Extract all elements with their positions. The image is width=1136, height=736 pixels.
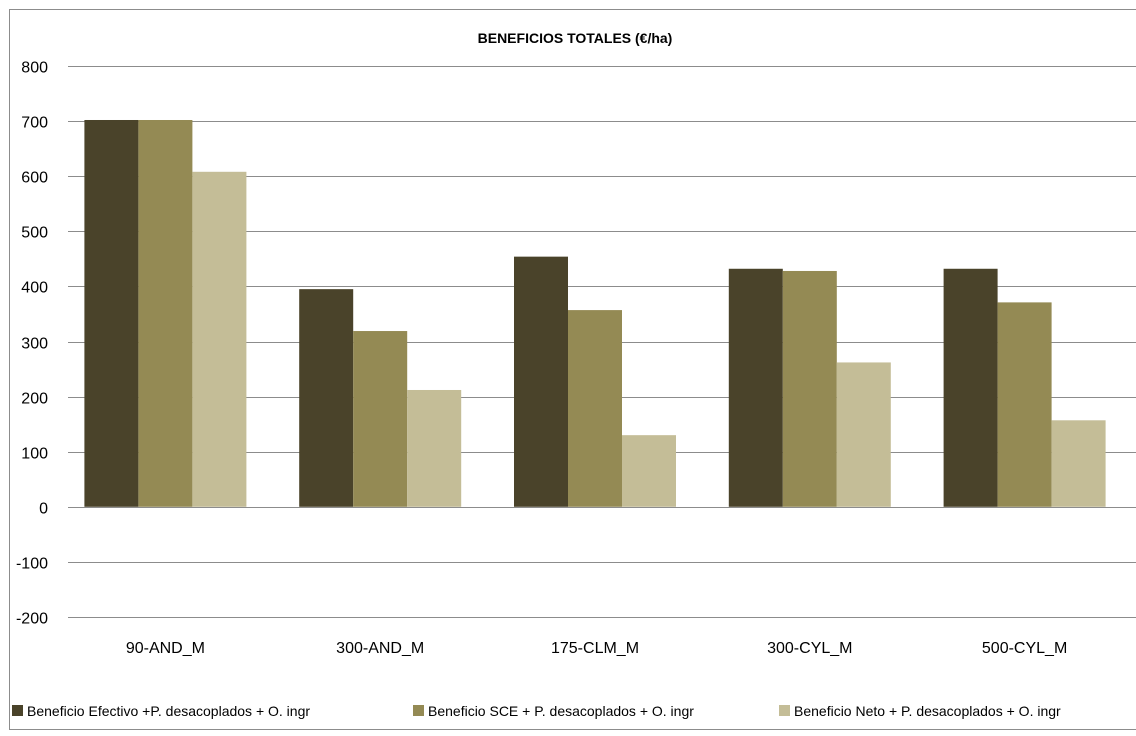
- legend-label-series-2: Beneficio SCE + P. desacoplados + O. ing…: [428, 703, 694, 719]
- bar-300-AND_M-series-2: [353, 331, 407, 507]
- y-tick-label: 0: [39, 501, 48, 518]
- bar-175-CLM_M-series-3: [622, 435, 676, 507]
- bar-500-CYL_M-series-3: [1052, 420, 1106, 507]
- y-tick-label: 100: [21, 446, 48, 463]
- legend-label-series-3: Beneficio Neto + P. desacoplados + O. in…: [794, 703, 1061, 719]
- legend-swatch-series-3: [779, 705, 790, 716]
- y-tick-label: 200: [21, 391, 48, 408]
- y-tick-label: -200: [16, 611, 48, 628]
- x-tick-label: 90-AND_M: [126, 640, 205, 657]
- y-tick-label: 800: [21, 60, 48, 77]
- bar-300-CYL_M-series-2: [783, 271, 837, 507]
- bar-500-CYL_M-series-1: [944, 269, 998, 507]
- bar-300-AND_M-series-1: [299, 289, 353, 507]
- y-tick-label: 700: [21, 115, 48, 132]
- legend-swatch-series-1: [12, 705, 23, 716]
- y-tick-label: 300: [21, 336, 48, 353]
- bar-90-AND_M-series-2: [138, 120, 192, 507]
- x-tick-label: 300-CYL_M: [767, 640, 852, 657]
- x-tick-label: 300-AND_M: [336, 640, 424, 657]
- bar-175-CLM_M-series-2: [568, 310, 622, 507]
- bar-175-CLM_M-series-1: [514, 257, 568, 507]
- y-tick-label: 400: [21, 280, 48, 297]
- legend: Beneficio Efectivo +P. desacoplados + O.…: [12, 703, 1061, 719]
- legend-swatch-series-2: [413, 705, 424, 716]
- bar-500-CYL_M-series-2: [998, 302, 1052, 506]
- chart-title: BENEFICIOS TOTALES (€/ha): [478, 30, 673, 46]
- bar-300-AND_M-series-3: [407, 390, 461, 507]
- x-tick-label: 500-CYL_M: [982, 640, 1067, 657]
- legend-label-series-1: Beneficio Efectivo +P. desacoplados + O.…: [27, 703, 310, 719]
- bar-90-AND_M-series-3: [192, 172, 246, 507]
- x-tick-label: 175-CLM_M: [551, 640, 639, 657]
- y-tick-label: 500: [21, 225, 48, 242]
- bar-90-AND_M-series-1: [84, 120, 138, 507]
- y-tick-label: 600: [21, 170, 48, 187]
- bar-300-CYL_M-series-1: [729, 269, 783, 507]
- y-tick-label: -100: [16, 556, 48, 573]
- bar-300-CYL_M-series-3: [837, 362, 891, 506]
